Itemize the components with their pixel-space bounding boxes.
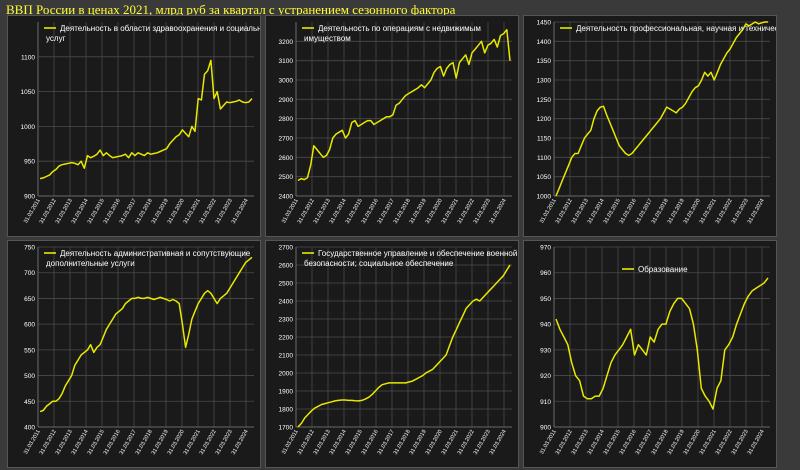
y-tick-label: 2600 [279,155,294,162]
x-tick-label: 31.03.2024 [747,429,766,456]
y-tick-label: 3100 [279,58,294,65]
legend-label: Деятельность по операциям с недвижимым им… [304,24,481,43]
y-tick-label: 2500 [279,281,294,288]
y-tick-label: 1900 [279,389,294,396]
x-tick-label: 31.03.2024 [747,198,766,225]
y-tick-label: 2500 [279,174,294,181]
legend-label: Образование [638,265,688,274]
series-line [39,59,253,180]
y-tick-label: 1050 [21,89,36,96]
series-line [555,277,769,410]
y-tick-label: 650 [24,296,35,303]
y-tick-label: 1450 [537,20,552,27]
chart-panel-2: 2400 2500 2600 2700 2800 2900 3000 3100 3200 31.0… [265,15,519,237]
legend-label: Государственное управление и обеспечение… [304,249,517,268]
chart-svg: 40045050055060065070075031.03.201131.03.… [23,245,254,456]
y-tick-label: 2100 [279,353,294,360]
x-tick-label: 31.03.2024 [231,198,250,225]
y-tick-label: 1000 [537,194,552,201]
y-tick-label: 3000 [279,78,294,85]
y-tick-label: 2800 [279,116,294,123]
x-tick-label: 31.03.2024 [231,429,250,456]
y-tick-label: 930 [540,347,551,354]
y-tick-label: 400 [24,425,35,432]
y-tick-label: 1100 [537,155,551,162]
legend-label: Деятельность административная и сопутств… [46,249,251,268]
y-tick-label: 910 [540,399,551,406]
chart-panel-4: 400 450 500 550 600 650 700 750 31.03.2011 31.03.… [7,240,261,468]
y-tick-label: 940 [540,322,551,329]
page-title: ВВП России в ценах 2021, млрд руб за ква… [6,2,456,17]
y-tick-label: 2700 [279,136,294,143]
y-tick-label: 1150 [537,136,551,143]
x-tick-label: 31.03.2024 [489,429,508,456]
chart-panel-1: 900 950 1000 1050 1100 31.03.2011 31.03.2012 31… [7,15,261,237]
y-tick-label: 450 [24,399,35,406]
series-line [297,264,511,428]
y-tick-label: 960 [540,270,551,277]
chart-panel-3: 1000 1050 1100 1150 1200 1250 1300 1350 1400 1450… [523,15,777,237]
y-tick-label: 2900 [279,97,294,104]
chart-svg: 1700 1800 1900 2000 2100 2200 2300 2400 2500 2600… [279,245,518,456]
y-tick-label: 2400 [279,194,294,201]
y-tick-label: 2400 [279,299,294,306]
y-tick-label: 1350 [537,58,552,65]
y-tick-label: 750 [24,245,35,252]
y-tick-label: 500 [24,373,35,380]
y-tick-label: 2000 [279,371,294,378]
y-tick-label: 3200 [279,39,294,46]
y-tick-label: 1400 [537,39,552,46]
y-tick-label: 700 [24,270,35,277]
series-line [555,21,768,197]
y-tick-label: 550 [24,347,35,354]
y-tick-label: 1200 [537,116,552,123]
y-tick-label: 2200 [279,335,294,342]
y-tick-label: 1050 [537,174,552,181]
chart-panel-5: 1700 1800 1900 2000 2100 2200 2300 2400 2500 2600… [265,240,519,468]
y-tick-label: 950 [24,159,35,166]
y-tick-label: 1800 [279,407,294,414]
chart-svg: 2400 2500 2600 2700 2800 2900 3000 3100 3200 31.0… [279,22,512,225]
chart-svg: 90091092093094095096097031.03.201131.03.… [539,245,770,456]
y-tick-label: 1100 [21,54,35,61]
series-line [39,256,253,413]
legend-label: Деятельность в области здравоохранения и… [46,24,260,43]
y-tick-label: 1250 [537,97,552,104]
y-tick-label: 2300 [279,317,294,324]
chart-svg: 90095010001050110031.03.201131.03.201231… [21,22,260,225]
y-tick-label: 1700 [279,425,294,432]
y-tick-label: 1000 [21,124,36,131]
y-tick-label: 1300 [537,78,552,85]
y-tick-label: 950 [540,296,551,303]
y-tick-label: 900 [540,425,551,432]
series-line [297,28,511,182]
chart-panel-6: 900 910 920 930 940 950 960 970 31.03.2011 31.03.… [523,240,777,468]
chart-svg: 1000 1050 1100 1150 1200 1250 1300 1350 1400 1450… [537,20,776,225]
y-tick-label: 900 [24,194,35,201]
y-tick-label: 600 [24,322,35,329]
y-tick-label: 920 [540,373,551,380]
y-tick-label: 2600 [279,263,294,270]
x-tick-label: 31.03.2024 [489,198,508,225]
legend-label: Деятельность профессиональная, научная и… [576,24,776,33]
y-tick-label: 970 [540,245,551,252]
y-tick-label: 2700 [279,245,294,252]
